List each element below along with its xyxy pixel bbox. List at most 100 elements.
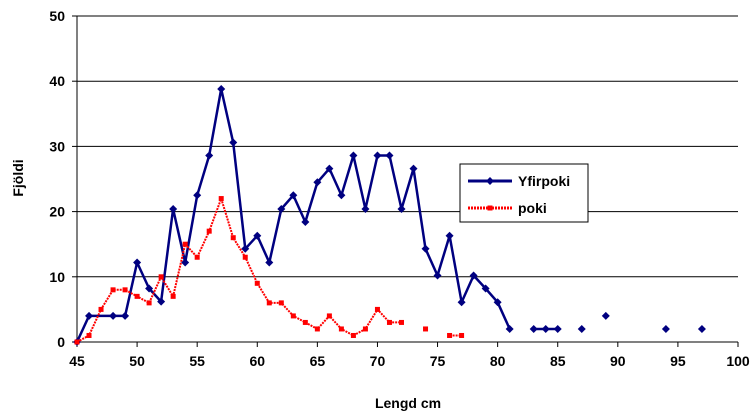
y-tick-label: 50 <box>49 8 65 24</box>
data-point-poki <box>86 332 92 338</box>
data-point-poki <box>398 319 404 325</box>
data-point-yfirpoki <box>241 244 250 253</box>
legend: Yfirpoki poki <box>459 163 589 223</box>
data-point-yfirpoki <box>661 324 670 333</box>
data-point-poki <box>314 326 320 332</box>
data-point-yfirpoki <box>205 151 214 160</box>
x-tick-label: 60 <box>249 353 265 369</box>
data-point-yfirpoki <box>121 311 130 320</box>
data-point-yfirpoki <box>601 311 610 320</box>
data-point-yfirpoki <box>361 204 370 213</box>
data-point-yfirpoki <box>169 204 178 213</box>
x-tick-label: 50 <box>129 353 145 369</box>
data-point-yfirpoki <box>157 297 166 306</box>
data-point-poki <box>218 196 224 202</box>
data-point-yfirpoki <box>289 191 298 200</box>
legend-label-poki: poki <box>518 200 547 216</box>
axes <box>76 16 738 343</box>
y-tick-label: 30 <box>49 138 65 154</box>
data-point-yfirpoki <box>193 191 202 200</box>
data-point-yfirpoki <box>277 204 286 213</box>
data-point-poki <box>242 254 248 260</box>
data-point-yfirpoki <box>505 324 514 333</box>
data-point-poki <box>206 228 212 234</box>
data-point-poki <box>110 287 116 293</box>
y-tick-label: 20 <box>49 204 65 220</box>
data-point-yfirpoki <box>313 178 322 187</box>
data-point-yfirpoki <box>433 271 442 280</box>
data-point-yfirpoki <box>553 324 562 333</box>
data-point-yfirpoki <box>541 324 550 333</box>
x-tick-label: 70 <box>370 353 386 369</box>
data-point-poki <box>302 319 308 325</box>
y-tick-label: 0 <box>57 334 65 350</box>
data-point-poki <box>362 326 368 332</box>
legend-label-yfirpoki: Yfirpoki <box>518 173 570 189</box>
data-point-yfirpoki <box>697 324 706 333</box>
y-tick-label: 10 <box>49 269 65 285</box>
data-point-poki <box>326 313 332 319</box>
x-axis-title: Lengd cm <box>375 395 441 411</box>
data-point-yfirpoki <box>301 218 310 227</box>
x-tick-label: 90 <box>610 353 626 369</box>
data-point-yfirpoki <box>577 324 586 333</box>
data-point-yfirpoki <box>493 298 502 307</box>
legend-marker-poki <box>487 205 493 211</box>
data-point-poki <box>74 339 80 345</box>
y-axis-title: Fjöldi <box>10 159 26 196</box>
data-point-poki <box>98 306 104 312</box>
data-point-yfirpoki <box>133 258 142 267</box>
gridlines <box>77 15 738 278</box>
data-point-yfirpoki <box>265 258 274 267</box>
data-point-yfirpoki <box>445 231 454 240</box>
data-point-yfirpoki <box>481 284 490 293</box>
y-tick-labels: 0 10 20 30 40 50 <box>49 8 77 350</box>
data-point-poki <box>266 300 272 306</box>
data-point-yfirpoki <box>385 151 394 160</box>
legend-box <box>459 163 589 223</box>
x-tick-label: 80 <box>490 353 506 369</box>
data-point-yfirpoki <box>325 164 334 173</box>
data-point-yfirpoki <box>337 191 346 200</box>
x-tick-label: 75 <box>430 353 446 369</box>
data-point-yfirpoki <box>85 311 94 320</box>
data-point-poki <box>146 300 152 306</box>
data-point-yfirpoki <box>421 244 430 253</box>
data-point-yfirpoki <box>457 298 466 307</box>
x-tick-label: 45 <box>69 353 85 369</box>
data-point-poki <box>278 300 284 306</box>
legend-marker-yfirpoki <box>486 177 494 185</box>
series-layer <box>73 85 706 346</box>
data-point-poki <box>338 326 344 332</box>
data-point-yfirpoki <box>217 85 226 94</box>
data-point-poki <box>290 313 296 319</box>
data-point-poki <box>374 306 380 312</box>
x-tick-label: 55 <box>189 353 205 369</box>
data-point-yfirpoki <box>145 284 154 293</box>
x-tick-label: 85 <box>550 353 566 369</box>
data-point-yfirpoki <box>229 138 238 147</box>
data-point-poki <box>170 293 176 299</box>
data-point-yfirpoki <box>529 324 538 333</box>
data-point-poki <box>182 241 188 247</box>
x-tick-label: 95 <box>670 353 686 369</box>
data-point-yfirpoki <box>253 231 262 240</box>
data-point-poki <box>386 319 392 325</box>
data-point-yfirpoki <box>349 151 358 160</box>
data-point-yfirpoki <box>397 204 406 213</box>
series-line-poki <box>76 197 402 343</box>
data-point-poki <box>122 287 128 293</box>
x-tick-labels: 45 50 55 60 65 70 75 80 85 90 95 100 <box>69 342 750 369</box>
y-tick-label: 40 <box>49 73 65 89</box>
data-point-yfirpoki <box>373 151 382 160</box>
data-point-poki <box>447 332 453 338</box>
data-point-yfirpoki <box>409 164 418 173</box>
data-point-poki <box>350 332 356 338</box>
data-point-poki <box>230 235 236 241</box>
data-point-poki <box>158 274 164 280</box>
x-tick-label: 100 <box>726 353 750 369</box>
data-point-poki <box>254 280 260 286</box>
data-point-yfirpoki <box>109 311 118 320</box>
data-point-poki <box>194 254 200 260</box>
